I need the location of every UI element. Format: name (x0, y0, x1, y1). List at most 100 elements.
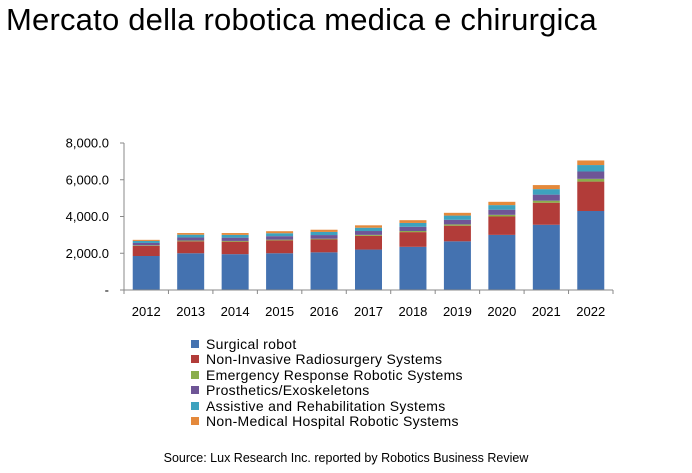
bar-2017-series-4 (355, 227, 382, 232)
legend-swatch (191, 386, 199, 395)
bar-2013-series-1 (177, 241, 205, 254)
bar-2022-series-0 (577, 210, 605, 290)
bar-2020-series-1 (488, 216, 516, 235)
x-tick-label: 2013 (176, 304, 205, 319)
bar-2019-series-5 (443, 212, 471, 216)
bar-2021-series-2 (532, 200, 560, 203)
bar-2014-series-2 (221, 240, 249, 242)
bar-2021-series-4 (532, 189, 560, 195)
legend-item: Non-Invasive Radiosurgery Systems (191, 351, 463, 368)
bar-2012-series-4 (132, 240, 160, 243)
bar-2020-series-2 (488, 214, 516, 217)
bar-2012-series-1 (132, 245, 160, 257)
bar-2014-series-1 (221, 241, 249, 255)
bar-2015-series-0 (266, 253, 294, 290)
axes-layer: - 2,000.0 4,000.0 6,000.0 8,000.0 2012 2013 201… (66, 136, 614, 319)
bar-2022-series-4 (577, 165, 605, 172)
bar-2015-series-2 (266, 239, 294, 241)
x-tick-label: 2022 (576, 304, 605, 319)
legend-label: Non-Invasive Radiosurgery Systems (206, 351, 443, 368)
bar-2017-series-1 (355, 235, 382, 250)
bar-2016-series-2 (310, 238, 338, 240)
bar-2015-series-4 (266, 233, 294, 237)
legend-label: Emergency Response Robotic Systems (206, 366, 463, 383)
bar-2013-series-5 (177, 233, 205, 235)
bar-2022-series-1 (577, 181, 605, 211)
bar-2018-series-0 (399, 246, 427, 290)
bar-2019-series-1 (443, 225, 471, 242)
bar-2018-series-1 (399, 232, 427, 247)
bar-2012-series-2 (132, 245, 160, 246)
bar-2018-series-4 (399, 222, 427, 227)
bar-2016-series-3 (310, 235, 338, 239)
bar-2016-series-1 (310, 239, 338, 253)
bar-2012-series-3 (132, 242, 160, 246)
legend-label: Surgical robot (206, 335, 297, 352)
bar-2016-series-4 (310, 231, 338, 236)
legend-swatch (191, 401, 199, 410)
x-tick-label: 2012 (132, 304, 161, 319)
x-tick-label: 2015 (265, 304, 294, 319)
y-tick-label: 8,000.0 (66, 136, 109, 151)
legend-item: Assistive and Rehabilitation Systems (191, 398, 463, 414)
legend-item: Prosthetics/Exoskeletons (191, 382, 463, 398)
bar-2020-series-0 (488, 234, 516, 291)
bar-2018-series-3 (399, 226, 427, 232)
bar-2014-series-5 (221, 233, 249, 235)
legend-swatch (191, 355, 199, 364)
bar-2016-series-5 (310, 229, 338, 232)
bar-2020-series-4 (488, 205, 516, 210)
bar-2019-series-0 (443, 241, 471, 290)
bar-2013-series-4 (177, 234, 205, 238)
bar-2014-series-0 (221, 254, 249, 290)
bar-2021-series-1 (532, 202, 560, 225)
bar-2022-series-3 (577, 171, 605, 179)
bar-2017-series-2 (355, 234, 382, 236)
legend-swatch (191, 370, 199, 379)
legend-label: Non-Medical Hospital Robotic Systems (206, 413, 459, 430)
x-tick-label: 2017 (354, 304, 383, 319)
bar-2017-series-0 (355, 249, 382, 290)
page-title: Mercato della robotica medica e chirurgi… (6, 2, 597, 37)
x-tick-label: 2019 (443, 304, 472, 319)
chart: - 2,000.0 4,000.0 6,000.0 8,000.0 2012 2013 201… (66, 136, 614, 319)
y-tick-label: 6,000.0 (66, 172, 109, 187)
bar-2014-series-3 (221, 237, 249, 241)
bar-2018-series-2 (399, 231, 427, 233)
legend-item: Surgical robot (191, 336, 463, 352)
bar-2021-series-3 (532, 194, 560, 201)
bar-2015-series-1 (266, 240, 294, 254)
bar-2022-series-2 (577, 178, 605, 182)
bar-2013-series-3 (177, 237, 205, 241)
legend-label: Assistive and Rehabilitation Systems (206, 397, 446, 414)
bar-2020-series-3 (488, 209, 516, 215)
x-tick-label: 2016 (310, 304, 339, 319)
bar-2021-series-0 (532, 224, 560, 290)
bar-2019-series-3 (443, 219, 471, 225)
x-tick-label: 2020 (487, 304, 516, 319)
bar-2013-series-2 (177, 240, 205, 242)
legend: Surgical robot Non-Invasive Radiosurgery … (191, 336, 463, 429)
bar-2012-series-0 (132, 256, 160, 290)
bars-layer (132, 160, 605, 291)
y-tick-label: 2,000.0 (66, 246, 109, 261)
bar-2019-series-2 (443, 224, 471, 226)
bar-2012-series-5 (132, 239, 160, 241)
bar-2016-series-0 (310, 252, 338, 290)
bar-2019-series-4 (443, 215, 471, 220)
source-note: Source: Lux Research Inc. reported by Ro… (163, 451, 529, 465)
y-tick-label: 4,000.0 (66, 209, 109, 224)
y-tick-label: - (105, 283, 109, 298)
legend-swatch (191, 417, 199, 426)
bar-2020-series-5 (488, 201, 516, 206)
x-tick-label: 2014 (221, 304, 250, 319)
legend-item: Emergency Response Robotic Systems (191, 367, 463, 383)
bar-2021-series-5 (532, 185, 560, 190)
legend-swatch (191, 339, 199, 348)
bar-2017-series-5 (355, 225, 382, 228)
bar-2015-series-3 (266, 236, 294, 240)
bar-2013-series-0 (177, 253, 205, 290)
bar-2014-series-4 (221, 234, 249, 238)
legend-item: Non-Medical Hospital Robotic Systems (191, 413, 463, 430)
x-tick-label: 2018 (398, 304, 427, 319)
